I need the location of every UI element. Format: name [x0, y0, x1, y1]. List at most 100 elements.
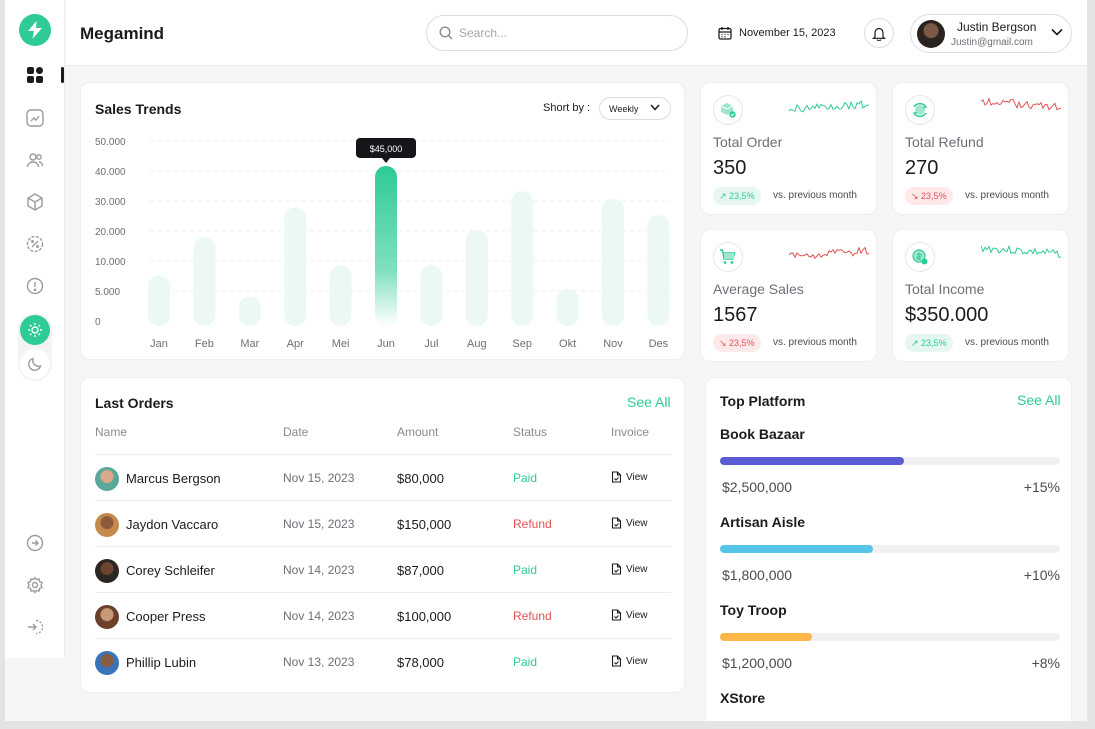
header: Megamind November 15, 2023 Justin Bergso…	[66, 0, 1087, 66]
order-date: Nov 13, 2023	[283, 655, 355, 669]
trend-down-icon: ↘	[911, 190, 922, 201]
stat-value: 270	[905, 157, 939, 179]
logo-bolt-icon[interactable]	[19, 14, 51, 46]
bar[interactable]	[420, 265, 443, 326]
order-name: Jaydon Vaccaro	[126, 517, 219, 532]
document-icon	[611, 517, 622, 529]
order-date: Nov 14, 2023	[283, 563, 355, 577]
notification-button[interactable]	[864, 18, 894, 48]
app-window: Megamind November 15, 2023 Justin Bergso…	[5, 0, 1087, 721]
bar[interactable]	[602, 198, 624, 326]
users-icon[interactable]	[20, 145, 50, 175]
y-tick-label: 40.000	[95, 167, 126, 178]
y-tick-label: 50.000	[95, 137, 126, 148]
column-header-invoice: Invoice	[611, 425, 650, 439]
top-platform-title: Top Platform	[720, 393, 806, 409]
bar[interactable]	[556, 288, 579, 326]
sort-label: Short by :	[543, 102, 591, 114]
order-name: Phillip Lubin	[126, 655, 197, 670]
platform-item: XStore	[720, 690, 1060, 706]
document-icon	[611, 655, 622, 667]
last-orders-card: Last Orders See All Name Date Amount Sta…	[80, 377, 685, 693]
top-platform-card: Top Platform See All Book Bazaar $2,500,0…	[705, 377, 1072, 721]
table-row: Jaydon Vaccaro Nov 15, 2023 $150,000 Refund…	[95, 500, 671, 546]
dashboard-icon[interactable]	[20, 60, 50, 90]
progress-fill	[720, 457, 904, 465]
tooltip-box	[356, 137, 416, 158]
user-email: Justin@gmail.com	[951, 37, 1033, 48]
view-label: View	[626, 655, 648, 667]
stat-value: 1567	[713, 304, 758, 326]
column-header-status: Status	[513, 425, 548, 439]
avatar	[95, 651, 119, 675]
order-status: Refund	[513, 517, 552, 531]
view-invoice-button[interactable]: View	[611, 655, 648, 667]
bar[interactable]	[284, 207, 307, 326]
view-invoice-button[interactable]: View	[611, 609, 648, 621]
box-icon[interactable]	[20, 187, 50, 217]
view-invoice-button[interactable]: View	[611, 471, 648, 483]
bar[interactable]	[329, 265, 352, 326]
table-row: Phillip Lubin Nov 13, 2023 $78,000 Paid View	[95, 638, 671, 684]
box-check-icon	[713, 95, 743, 125]
sparkline-path	[789, 99, 869, 113]
stat-card-total-order: Total Order 350 ↗ 23,5% vs. previous mon…	[700, 82, 877, 215]
x-tick-label: Des	[649, 338, 669, 350]
column-header-date: Date	[283, 425, 309, 439]
view-label: View	[626, 517, 648, 529]
document-icon	[611, 609, 622, 621]
bar[interactable]	[647, 214, 670, 326]
chart-icon[interactable]	[20, 103, 50, 133]
order-status: Refund	[513, 609, 552, 623]
bar[interactable]	[193, 237, 216, 326]
document-icon	[611, 563, 622, 575]
view-invoice-button[interactable]: View	[611, 517, 648, 529]
order-status: Paid	[513, 471, 538, 485]
discount-icon[interactable]	[20, 229, 50, 259]
platform-item: Artisan Aisle $1,800,000 +10%	[720, 514, 1060, 583]
search-box[interactable]	[426, 15, 688, 51]
table-row: Corey Schleifer Nov 14, 2023 $87,000 Paid Vi…	[95, 546, 671, 592]
alert-icon[interactable]	[20, 271, 50, 301]
logout-icon[interactable]	[20, 612, 50, 642]
platform-percent: +15%	[1023, 479, 1060, 495]
order-name: Marcus Bergson	[126, 471, 221, 486]
stat-label: Total Income	[905, 281, 985, 297]
sparkline	[981, 97, 1061, 111]
table-row: Cooper Press Nov 14, 2023 $100,000 Refund Vi…	[95, 592, 671, 638]
bar[interactable]	[465, 229, 488, 326]
platform-see-all-link[interactable]: See All	[1017, 392, 1061, 408]
bar[interactable]	[511, 191, 534, 326]
trend-badge: ↘ 23,5%	[713, 334, 761, 352]
light-mode-sun-icon[interactable]	[20, 315, 50, 345]
view-label: View	[626, 471, 648, 483]
platform-name: Artisan Aisle	[720, 514, 806, 530]
view-invoice-button[interactable]: View	[611, 563, 648, 575]
orders-see-all-link[interactable]: See All	[627, 394, 671, 410]
search-input[interactable]	[459, 26, 659, 40]
document-icon	[611, 471, 622, 483]
order-amount: $78,000	[397, 655, 444, 670]
bar-highlighted[interactable]	[375, 165, 397, 326]
user-profile-menu[interactable]: Justin Bergson Justin@gmail.com	[910, 14, 1072, 53]
gear-icon[interactable]	[20, 570, 50, 600]
x-tick-label: Apr	[287, 338, 304, 350]
platform-percent: +10%	[1023, 567, 1060, 583]
sort-select[interactable]: Weekly	[599, 97, 671, 120]
trend-badge: ↗ 23,5%	[905, 334, 953, 352]
stat-label: Total Order	[713, 134, 783, 150]
comparison-text: vs. previous month	[773, 337, 857, 348]
bar[interactable]	[238, 296, 261, 326]
view-label: View	[626, 609, 648, 621]
last-orders-title: Last Orders	[95, 395, 174, 411]
dark-mode-moon-icon[interactable]	[20, 349, 50, 379]
platform-amount: $1,800,000	[722, 567, 793, 583]
avatar	[95, 559, 119, 583]
bar[interactable]	[148, 275, 170, 326]
table-row: Marcus Bergson Nov 15, 2023 $80,000 Paid Vie…	[95, 454, 671, 500]
arrow-right-icon[interactable]	[20, 528, 50, 558]
column-header-amount: Amount	[397, 425, 439, 439]
sort-value: Weekly	[609, 103, 639, 114]
progress-track	[720, 545, 1060, 553]
user-name: Justin Bergson	[957, 20, 1037, 34]
